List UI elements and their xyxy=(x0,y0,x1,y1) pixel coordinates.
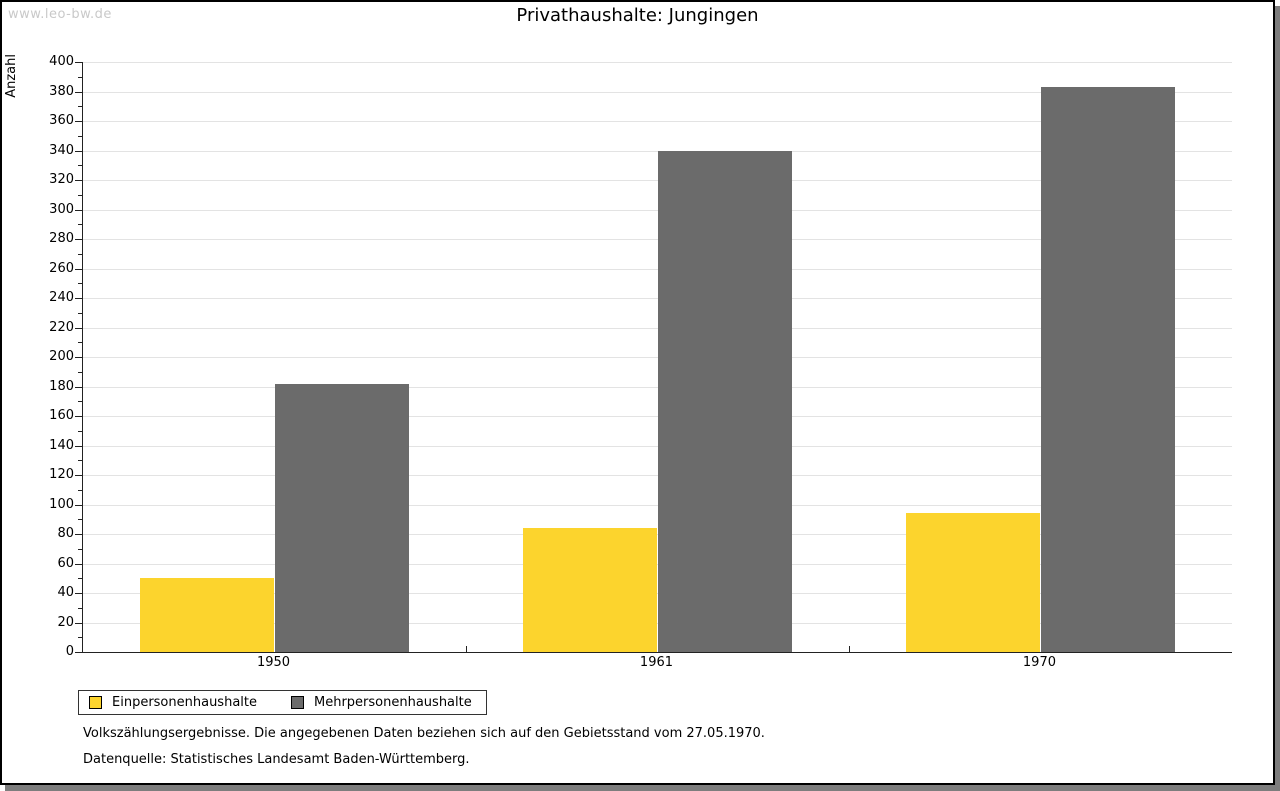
bar-1950-einpersonenhaushalte xyxy=(140,578,275,652)
y-major-tick-60 xyxy=(75,563,82,565)
y-major-tick-320 xyxy=(75,180,82,181)
x-boundary-tick-2 xyxy=(849,646,850,652)
y-minor-tick-350 xyxy=(78,135,82,137)
y-major-tick-100 xyxy=(75,504,82,506)
x-tick-label-1970: 1970 xyxy=(1022,655,1056,670)
gridline-380 xyxy=(83,91,1232,93)
y-major-tick-80 xyxy=(75,534,82,535)
legend-swatch-mehrpersonenhaushalte xyxy=(291,696,304,709)
y-major-tick-180 xyxy=(75,386,82,388)
y-major-tick-240 xyxy=(75,298,82,299)
y-major-tick-120 xyxy=(75,475,82,476)
y-minor-tick-290 xyxy=(78,224,82,226)
y-major-tick-380 xyxy=(75,91,82,93)
gridline-360 xyxy=(83,121,1232,122)
legend-label-einpersonenhaushalte: Einpersonenhaushalte xyxy=(112,695,257,710)
y-minor-tick-90 xyxy=(78,519,82,521)
y-major-tick-220 xyxy=(75,327,82,329)
y-major-tick-300 xyxy=(75,209,82,211)
x-tick-label-1950: 1950 xyxy=(256,655,291,670)
y-minor-tick-110 xyxy=(78,489,82,491)
y-major-tick-280 xyxy=(75,239,82,240)
y-minor-tick-270 xyxy=(78,253,82,255)
gridline-400 xyxy=(83,62,1232,63)
footer-note: Volkszählungsergebnisse. Die angegebenen… xyxy=(83,726,765,741)
y-axis-tick-labels: 0 20 40 60 80 100 120 140 160 180 200 220 240 260 280 3… xyxy=(2,55,74,659)
x-boundary-tick-1 xyxy=(466,646,467,652)
y-minor-tick-70 xyxy=(78,548,82,550)
y-tick-label-360: 360 xyxy=(49,113,74,128)
y-minor-tick-390 xyxy=(78,76,82,78)
y-tick-label-220: 220 xyxy=(49,319,74,335)
bar-1970-mehrpersonenhaushalte xyxy=(1040,87,1175,652)
y-major-tick-40 xyxy=(75,593,82,594)
y-minor-tick-370 xyxy=(78,106,82,108)
y-tick-label-0: 0 xyxy=(65,644,74,659)
y-tick-label-100: 100 xyxy=(49,496,74,512)
chart-title: Privathaushalte: Jungingen xyxy=(516,5,759,26)
y-tick-label-120: 120 xyxy=(49,467,74,482)
y-major-tick-360 xyxy=(75,121,82,122)
y-tick-label-160: 160 xyxy=(49,408,74,423)
legend-swatch-einpersonenhaushalte xyxy=(89,696,102,709)
y-major-tick-160 xyxy=(75,416,82,417)
y-tick-label-140: 140 xyxy=(49,437,74,453)
y-minor-tick-190 xyxy=(78,371,82,373)
y-tick-label-240: 240 xyxy=(49,290,74,305)
y-minor-tick-170 xyxy=(78,401,82,403)
legend-item-mehrpersonenhaushalte: Mehrpersonenhaushalte xyxy=(291,695,472,710)
y-minor-tick-10 xyxy=(78,637,82,639)
y-minor-tick-130 xyxy=(78,460,82,462)
y-tick-label-80: 80 xyxy=(57,526,74,541)
y-minor-tick-230 xyxy=(78,312,82,314)
x-axis-labels: 1950 1961 1970 xyxy=(82,655,1231,671)
bar-1961-mehrpersonenhaushalte xyxy=(657,150,792,652)
legend-label-mehrpersonenhaushalte: Mehrpersonenhaushalte xyxy=(314,695,472,710)
y-tick-label-380: 380 xyxy=(49,83,74,99)
y-minor-tick-250 xyxy=(78,283,82,285)
y-major-tick-340 xyxy=(75,150,82,152)
legend-item-einpersonenhaushalte: Einpersonenhaushalte xyxy=(89,695,257,710)
bar-1961-einpersonenhaushalte xyxy=(523,528,658,652)
y-tick-label-60: 60 xyxy=(57,555,74,571)
y-tick-label-340: 340 xyxy=(49,142,74,158)
y-tick-label-260: 260 xyxy=(49,260,74,276)
y-tick-label-400: 400 xyxy=(49,54,74,69)
y-tick-label-320: 320 xyxy=(49,172,74,187)
legend: Einpersonenhaushalte Mehrpersonenhaushal… xyxy=(78,690,487,715)
bar-1970-einpersonenhaushalte xyxy=(906,513,1041,652)
y-minor-tick-310 xyxy=(78,194,82,196)
y-tick-label-180: 180 xyxy=(49,378,74,394)
y-tick-label-20: 20 xyxy=(57,614,74,630)
y-minor-tick-210 xyxy=(78,342,82,344)
watermark: www.leo-bw.de xyxy=(8,7,112,22)
y-major-tick-0 xyxy=(75,652,82,653)
y-minor-tick-150 xyxy=(78,430,82,432)
y-tick-label-300: 300 xyxy=(49,201,74,217)
y-minor-tick-50 xyxy=(78,578,82,580)
y-tick-label-200: 200 xyxy=(49,349,74,364)
y-major-tick-140 xyxy=(75,445,82,447)
footer-source: Datenquelle: Statistisches Landesamt Bad… xyxy=(83,752,470,767)
y-major-tick-200 xyxy=(75,357,82,358)
y-minor-tick-330 xyxy=(78,165,82,167)
y-tick-label-40: 40 xyxy=(57,585,74,600)
y-major-tick-400 xyxy=(75,62,82,63)
y-major-tick-20 xyxy=(75,622,82,624)
y-minor-tick-30 xyxy=(78,607,82,609)
x-tick-label-1961: 1961 xyxy=(639,655,674,670)
plot-area xyxy=(75,62,1232,653)
y-tick-label-280: 280 xyxy=(49,231,74,246)
y-major-tick-260 xyxy=(75,268,82,270)
bar-1950-mehrpersonenhaushalte xyxy=(274,383,409,652)
